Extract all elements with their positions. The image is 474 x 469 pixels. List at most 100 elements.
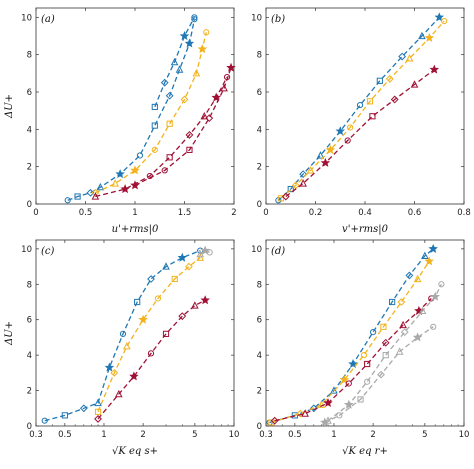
data-point (165, 91, 174, 100)
y-tick-label: 0 (257, 422, 262, 432)
axes-frame (265, 7, 465, 205)
panel-a: 0 0.5 1 1.5 2 0 2 4 6 8 10 (a) u'+rms|0 ΔU+ (4, 7, 237, 235)
x-tick-label: 0.5 (58, 430, 72, 440)
x-tick-label: 1 (101, 430, 106, 440)
data-point (185, 262, 193, 271)
data-point (429, 64, 440, 74)
data-point (154, 295, 162, 302)
data-point (405, 54, 414, 62)
data-point (179, 31, 190, 41)
data-point (61, 412, 68, 419)
y-tick-label: 4 (257, 351, 262, 361)
data-point (418, 306, 427, 314)
x-tick-label: 2 (140, 430, 145, 440)
data-point (114, 389, 123, 398)
data-point (96, 182, 105, 191)
panel-d: 0.3 0.5 1 2 5 10 0 2 4 6 8 10 (d) √K eq r+ (251, 239, 469, 457)
data-point (400, 328, 409, 337)
y-tick-label: 8 (27, 280, 32, 290)
y-tick-label: 10 (251, 13, 262, 23)
data-point (309, 404, 318, 413)
y-tick-label: 0 (257, 200, 262, 210)
y-tick-label: 0 (27, 200, 32, 210)
data-point (412, 332, 423, 342)
data-point (226, 62, 236, 72)
data-point (184, 38, 195, 48)
data-point (356, 101, 364, 109)
data-point (389, 298, 396, 306)
data-point (399, 320, 407, 329)
series-line (277, 16, 440, 201)
axes-frame (35, 7, 235, 205)
x-tick-label: 0.3 (259, 430, 273, 440)
data-point (345, 380, 352, 387)
x-tick-label: 0.4 (358, 208, 372, 218)
data-point (287, 185, 294, 193)
data-point (166, 120, 173, 127)
x-tick-label: 1 (331, 430, 336, 440)
data-point (390, 95, 399, 104)
data-point (317, 400, 326, 408)
data-point (377, 370, 385, 379)
data-point (177, 252, 188, 262)
data-point (151, 103, 158, 111)
x-tick-label: 1.5 (178, 208, 192, 218)
data-point (111, 179, 120, 187)
data-point (364, 360, 371, 368)
data-point (320, 417, 330, 427)
data-point (405, 271, 414, 280)
data-point (196, 249, 205, 258)
data-point (385, 75, 394, 83)
x-tick-label: 5 (422, 430, 427, 440)
data-point (161, 167, 168, 174)
data-point (323, 398, 333, 408)
data-point (320, 157, 331, 167)
data-point (110, 368, 119, 377)
data-point (336, 412, 343, 419)
data-point (344, 137, 351, 144)
data-point (136, 152, 144, 159)
data-point (170, 57, 179, 66)
data-point (200, 245, 210, 255)
data-point (430, 291, 440, 301)
data-point (94, 398, 102, 407)
data-point (171, 275, 178, 283)
y-tick-label: 10 (21, 13, 32, 23)
series-line (274, 298, 432, 422)
y-tick-label: 0 (27, 422, 32, 432)
y-tick-label: 2 (257, 163, 262, 173)
data-point (191, 16, 198, 23)
data-point (41, 417, 48, 424)
data-point (291, 412, 298, 419)
data-point (166, 154, 173, 161)
x-tick-label: 0.6 (408, 208, 422, 218)
data-point (397, 298, 406, 306)
data-point (200, 295, 210, 305)
data-point (424, 32, 435, 42)
data-point (175, 65, 184, 73)
data-point (119, 330, 127, 337)
x-tick-label: 0.3 (29, 430, 43, 440)
series-line (95, 76, 228, 198)
data-point (203, 29, 210, 36)
data-point (91, 192, 100, 200)
x-tick-label: 2 (370, 430, 375, 440)
y-tick-label: 8 (257, 280, 262, 290)
data-point (301, 409, 309, 417)
data-point (205, 114, 214, 123)
x-tick-label: 10 (229, 430, 240, 440)
data-point (147, 275, 155, 283)
data-point (299, 179, 307, 187)
data-point (441, 17, 448, 25)
x-tick-label: 0.8 (457, 208, 471, 218)
data-point (104, 362, 115, 372)
y-axis-label: ΔU+ (4, 94, 15, 119)
x-tick-label: 0 (33, 208, 38, 218)
data-point (339, 374, 350, 384)
x-tick-label: 0.5 (288, 430, 302, 440)
y-tick-label: 6 (257, 316, 262, 326)
x-axis-label: v'+rms|0 (342, 224, 389, 235)
data-point (410, 80, 419, 88)
series-line (271, 260, 430, 424)
data-point (438, 281, 445, 288)
